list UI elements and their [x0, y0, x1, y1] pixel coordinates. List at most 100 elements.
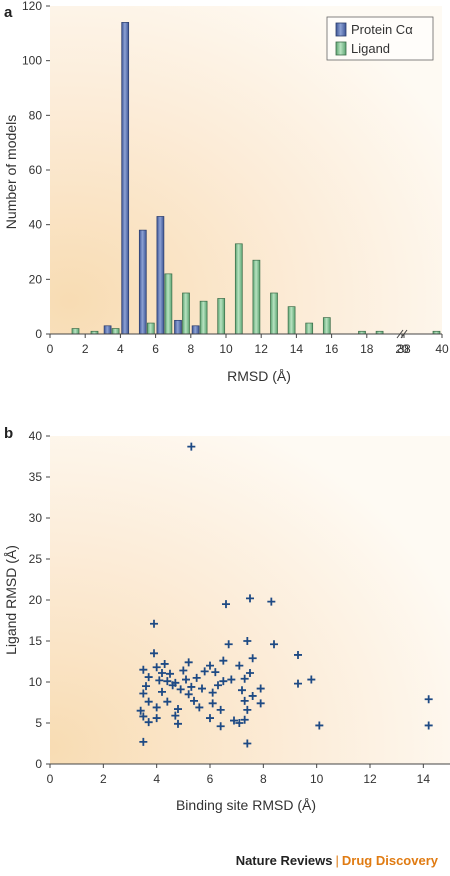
- scatter-point: [248, 654, 257, 663]
- footer-journal: Nature Reviews: [235, 853, 333, 868]
- scatter-point: [139, 712, 148, 721]
- bar-ligand: [182, 292, 190, 335]
- scatter-point: [171, 711, 180, 720]
- x-tick-label: 14: [417, 772, 431, 786]
- scatter-point: [246, 668, 254, 677]
- legend-swatch-ligand: [335, 41, 347, 56]
- bar-ligand: [146, 322, 155, 335]
- legend-swatch-protein: [335, 22, 347, 37]
- scatter-point: [192, 673, 201, 682]
- footer-separator: |: [335, 853, 339, 868]
- footer-section: Drug Discovery: [341, 853, 438, 868]
- scatter-point: [206, 661, 214, 670]
- scatter-point: [246, 594, 254, 603]
- scatter-point: [315, 721, 324, 730]
- scatter-point: [224, 640, 233, 649]
- scatter-point: [227, 675, 236, 684]
- scatter-point: [424, 695, 433, 704]
- scatter-point: [136, 706, 145, 715]
- scatter-point: [256, 699, 265, 708]
- x-tick-label: 4: [153, 772, 160, 786]
- x-tick-label: 18: [360, 342, 374, 356]
- scatter-point: [230, 716, 238, 725]
- bar-ligand: [270, 292, 278, 335]
- scatter-point: [166, 669, 174, 678]
- panel-a-x-axis-title: RMSD (Å): [227, 368, 291, 384]
- scatter-point: [222, 600, 230, 609]
- bar-ligand: [199, 300, 208, 335]
- scatter-point: [238, 686, 246, 695]
- y-tick-label: 80: [29, 108, 43, 122]
- figure: a Number of models RMSD (Å) 020406080100…: [3, 0, 450, 813]
- scatter-point: [240, 674, 249, 683]
- scatter-point: [198, 684, 206, 693]
- scatter-point: [152, 663, 161, 672]
- panel-a-background: [50, 6, 442, 334]
- scatter-point: [200, 667, 209, 676]
- y-tick-label: 20: [29, 272, 43, 286]
- x-tick-label: 40: [435, 342, 449, 356]
- y-tick-label: 100: [22, 54, 42, 68]
- y-tick-label: 10: [29, 675, 43, 689]
- bar-ligand: [111, 328, 120, 335]
- x-tick-label: 6: [207, 772, 214, 786]
- scatter-point: [152, 714, 161, 723]
- scatter-point: [206, 714, 214, 723]
- x-tick-label: 16: [325, 342, 339, 356]
- scatter-point: [187, 442, 196, 451]
- panel-a-label: a: [4, 4, 13, 21]
- scatter-point: [168, 681, 177, 690]
- scatter-point: [144, 718, 153, 727]
- y-tick-label: 20: [29, 593, 43, 607]
- scatter-point: [152, 703, 161, 712]
- scatter-point: [243, 637, 252, 645]
- scatter-point: [243, 739, 252, 748]
- y-tick-label: 30: [29, 511, 43, 525]
- y-tick-label: 0: [35, 327, 42, 341]
- panel-b-x-axis-title: Binding site RMSD (Å): [176, 797, 316, 813]
- y-tick-label: 40: [29, 218, 43, 232]
- bar-ligand: [217, 298, 226, 335]
- scatter-point: [150, 649, 158, 658]
- legend-label-protein: Protein Cα: [351, 22, 413, 37]
- scatter-point: [174, 705, 182, 714]
- scatter-point: [240, 715, 249, 724]
- bar-ligand: [252, 259, 261, 335]
- y-tick-label: 60: [29, 163, 43, 177]
- bar-ligand: [164, 273, 173, 335]
- scatter-point: [179, 666, 188, 675]
- scatter-point: [144, 697, 153, 706]
- scatter-point: [424, 721, 433, 730]
- scatter-point: [150, 619, 158, 628]
- scatter-point: [216, 722, 225, 731]
- x-tick-label: 8: [187, 342, 194, 356]
- x-tick-label: 10: [310, 772, 324, 786]
- scatter-point: [235, 719, 244, 727]
- scatter-point: [158, 687, 166, 696]
- bar-ligand: [322, 317, 331, 335]
- scatter-point: [155, 676, 164, 685]
- scatter-point: [195, 703, 204, 712]
- panel-b-label: b: [4, 425, 13, 442]
- scatter-point: [176, 685, 185, 694]
- scatter-point: [216, 705, 225, 714]
- scatter-point: [211, 668, 220, 677]
- scatter-point: [182, 675, 190, 684]
- scatter-point: [187, 682, 196, 691]
- axis-break-mark: [396, 329, 408, 339]
- x-tick-label: 2: [100, 772, 107, 786]
- scatter-point: [184, 658, 193, 667]
- x-tick-label: 12: [255, 342, 269, 356]
- y-tick-label: 25: [29, 552, 43, 566]
- x-tick-label: 20: [395, 342, 409, 356]
- y-tick-label: 35: [29, 470, 43, 484]
- bar-protein: [138, 229, 147, 335]
- scatter-point: [294, 679, 302, 688]
- x-tick-label: 14: [290, 342, 304, 356]
- scatter-point: [163, 697, 172, 706]
- y-tick-label: 120: [22, 0, 42, 13]
- scatter-point: [184, 690, 193, 699]
- panel-a-bar-chart: a Number of models RMSD (Å) 020406080100…: [3, 0, 449, 384]
- scatter-point: [208, 699, 217, 708]
- scatter-point: [307, 675, 316, 684]
